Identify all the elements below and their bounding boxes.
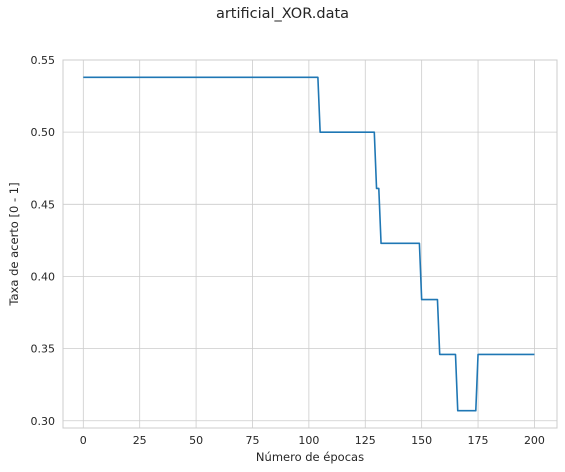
y-tick-label: 0.45 — [31, 198, 56, 211]
x-tick-label: 150 — [411, 434, 432, 447]
x-tick-label: 100 — [298, 434, 319, 447]
x-tick-labels: 0 25 50 75 100 125 150 175 200 — [80, 434, 545, 447]
x-tick-label: 125 — [355, 434, 376, 447]
y-tick-label: 0.50 — [31, 126, 56, 139]
y-axis-label: Taxa de acerto [0 - 1] — [7, 182, 21, 306]
grid-layer — [63, 59, 557, 428]
plot-frame — [62, 59, 558, 429]
y-tick-labels: 0.30 0.35 0.40 0.45 0.50 0.55 — [31, 54, 56, 428]
series-line — [83, 76, 535, 412]
x-axis-label: Número de épocas — [256, 450, 364, 464]
x-tick-label: 200 — [524, 434, 545, 447]
x-tick-label: 75 — [245, 434, 259, 447]
x-tick-label: 0 — [80, 434, 87, 447]
x-tick-label: 25 — [133, 434, 147, 447]
y-tick-label: 0.40 — [31, 270, 56, 283]
series-layer — [83, 76, 535, 412]
y-tick-label: 0.30 — [31, 415, 56, 428]
x-tick-label: 175 — [468, 434, 489, 447]
chart-title: artificial_XOR.data — [215, 6, 350, 22]
y-tick-label: 0.35 — [31, 343, 56, 356]
x-tick-label: 50 — [189, 434, 203, 447]
y-tick-label: 0.55 — [31, 54, 56, 67]
